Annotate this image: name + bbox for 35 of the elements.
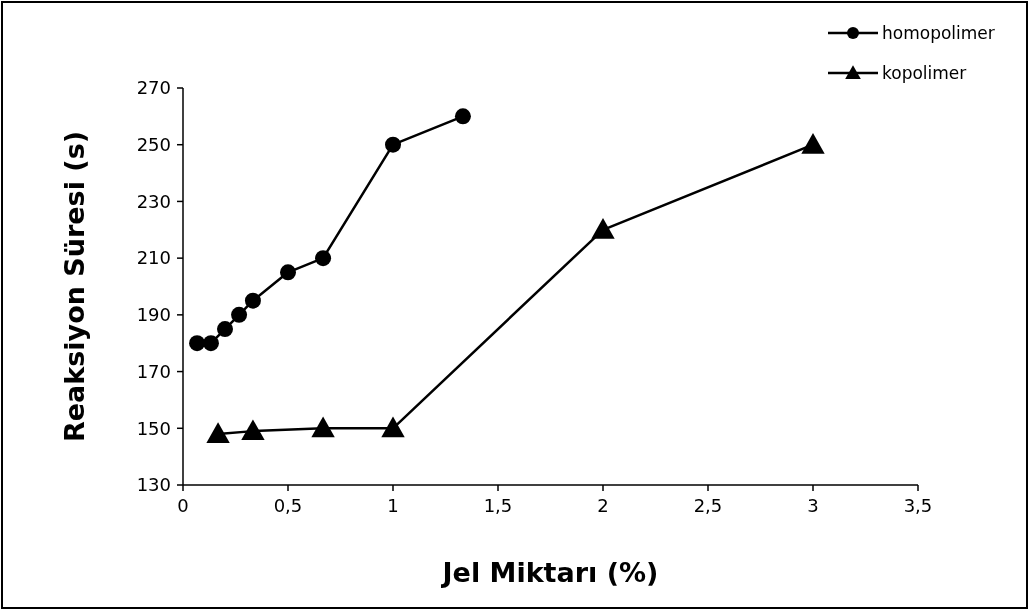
point: [217, 321, 233, 338]
point: [801, 133, 825, 154]
point: [454, 108, 471, 125]
x-tick-label: 2,5: [693, 495, 723, 516]
y-tick-label: 170: [136, 360, 171, 382]
y-tick-label: 190: [136, 304, 171, 326]
point: [311, 416, 335, 438]
point: [189, 335, 206, 352]
point: [315, 250, 332, 267]
point: [381, 416, 405, 438]
legend-label: homopolimer: [882, 22, 995, 43]
point: [202, 335, 219, 352]
point: [231, 306, 248, 323]
x-tick-label: 3,5: [903, 495, 933, 516]
x-axis-title: Jel Miktarı (%): [440, 557, 659, 588]
x-tick-label: 2: [597, 495, 609, 516]
y-tick-label: 230: [136, 190, 171, 212]
x-tick-label: 3: [807, 495, 819, 516]
x-tick-label: 0: [177, 495, 189, 516]
point: [206, 422, 230, 443]
x-tick-label: 0,5: [273, 495, 303, 516]
x-tick-label: 1,5: [483, 495, 513, 516]
legend-label: kopolimer: [882, 62, 967, 83]
point: [280, 264, 296, 281]
point: [241, 419, 265, 441]
y-tick-label: 210: [136, 247, 171, 269]
y-tick-label: 250: [136, 134, 171, 156]
point: [591, 218, 615, 239]
x-tick-label: 1: [387, 495, 399, 516]
y-tick-label: 270: [136, 77, 171, 99]
y-tick-label: 130: [136, 474, 171, 496]
point: [385, 136, 401, 153]
point: [244, 292, 261, 309]
y-axis-title: Reaksiyon Süresi (s): [59, 130, 90, 443]
y-tick-label: 150: [136, 417, 171, 439]
